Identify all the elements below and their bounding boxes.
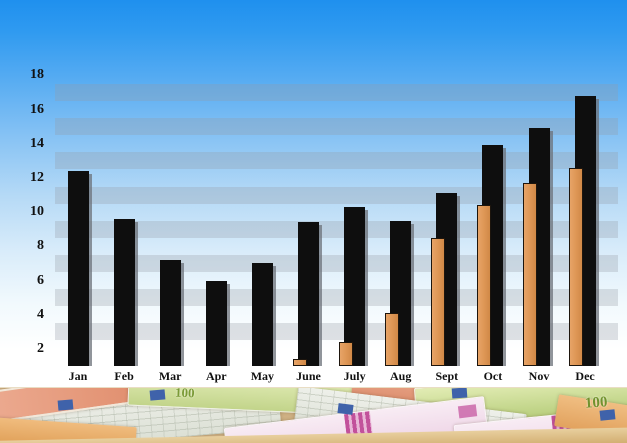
bar-dec-orange (569, 167, 584, 366)
y-tick-label: 18 (30, 67, 44, 83)
y-tick-label: 6 (37, 272, 44, 288)
x-tick-label-mar: Mar (158, 369, 182, 383)
y-tick-label: 14 (30, 135, 44, 151)
y-tick-label: 4 (37, 306, 44, 322)
bar-june-orange (292, 359, 307, 366)
x-tick-label-apr: Apr (205, 369, 227, 383)
x-tick-label-nov: Nov (528, 369, 550, 383)
y-tick-label: 12 (30, 169, 44, 185)
eu-flag-patch-icon (337, 403, 354, 415)
bar-apr-black (205, 280, 227, 366)
bar-oct-orange (476, 205, 491, 366)
x-tick-label-aug: Aug (390, 369, 412, 383)
bar-mar-black (159, 259, 181, 366)
y-tick-label: 2 (37, 340, 44, 356)
x-tick-label-jan: Jan (68, 369, 88, 383)
x-tick-label-may: May (250, 369, 275, 383)
x-tick-label-sept: Sept (435, 369, 459, 383)
y-tick-label: 10 (30, 204, 44, 220)
x-tick-label-feb: Feb (114, 369, 134, 383)
y-tick-label: 16 (30, 101, 44, 117)
eu-flag-patch-icon (57, 399, 74, 411)
bar-feb-black (113, 218, 135, 366)
grid-stripe (55, 152, 618, 170)
eu-flag-patch-icon (451, 388, 468, 399)
bar-aug-orange (384, 312, 399, 366)
banknote-denomination: 100 (174, 387, 195, 401)
bar-nov-orange (523, 183, 537, 366)
banknote-denomination: 100 (584, 394, 608, 412)
eu-flag-patch-icon (149, 389, 166, 401)
grid-stripe (55, 186, 618, 204)
x-tick-label-july: July (343, 369, 366, 383)
bar-june-black (298, 222, 319, 366)
bar-may-black (251, 263, 273, 366)
bar-july-orange (338, 342, 353, 366)
euro-banknotes-image: 100 100 (0, 387, 627, 443)
grid-stripe (55, 83, 618, 101)
x-tick-label-june: June (296, 369, 321, 383)
bar-jan-black (67, 171, 89, 366)
bar-july-black (344, 206, 366, 366)
bar-sept-orange (430, 237, 445, 366)
x-tick-label-oct: Oct (483, 369, 503, 383)
grid-stripe (55, 118, 618, 136)
x-tick-label-dec: Dec (575, 369, 595, 383)
y-tick-label: 8 (37, 238, 44, 254)
